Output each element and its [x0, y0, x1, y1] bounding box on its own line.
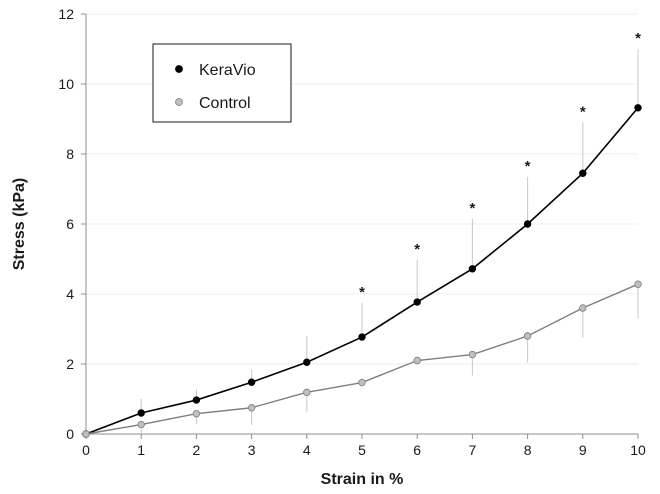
data-point-keravio-6 — [413, 298, 421, 306]
x-tick-label: 3 — [248, 442, 256, 458]
significance-mark-8: * — [525, 158, 531, 175]
y-tick-label: 4 — [66, 286, 74, 302]
x-tick-label: 6 — [413, 442, 421, 458]
legend: KeraVio Control — [152, 43, 292, 123]
y-tick-label: 12 — [58, 6, 74, 22]
legend-marker-control — [175, 98, 183, 106]
data-point-control-2 — [192, 410, 201, 418]
x-tick-label: 7 — [469, 442, 477, 458]
x-tick-labels: 0 1 2 3 4 5 6 7 8 9 10 — [82, 434, 646, 458]
significance-mark-7: * — [469, 200, 475, 217]
x-tick-label: 9 — [579, 442, 587, 458]
data-point-control-10 — [634, 280, 642, 288]
significance-mark-9: * — [580, 104, 586, 121]
y-tick-labels: 0 2 4 6 8 10 12 — [58, 6, 86, 442]
x-axis-title: Strain in % — [321, 471, 404, 488]
y-tick-label: 0 — [66, 426, 74, 442]
data-point-keravio-10 — [634, 104, 642, 112]
x-tick-label: 1 — [137, 442, 145, 458]
y-tick-label: 2 — [66, 356, 74, 372]
data-point-control-0 — [82, 430, 90, 438]
data-point-control-9 — [579, 304, 587, 312]
data-point-control-6 — [413, 356, 421, 365]
data-points — [82, 104, 642, 438]
legend-label-control: Control — [199, 95, 251, 112]
significance-marks: * * * * * * — [359, 30, 641, 301]
data-point-keravio-3 — [247, 378, 256, 386]
significance-mark-6: * — [414, 241, 420, 258]
x-tick-label: 10 — [630, 442, 646, 458]
data-point-keravio-4 — [303, 358, 311, 366]
legend-box — [152, 43, 292, 123]
significance-mark-10: * — [635, 30, 641, 47]
data-point-keravio-7 — [468, 265, 477, 273]
data-point-keravio-8 — [523, 220, 532, 228]
legend-marker-keravio — [175, 65, 183, 73]
data-point-control-5 — [358, 378, 366, 387]
data-point-keravio-9 — [579, 169, 587, 177]
data-point-control-1 — [137, 420, 145, 429]
legend-label-keravio: KeraVio — [199, 62, 256, 79]
y-tick-label: 8 — [66, 146, 74, 162]
y-tick-label: 6 — [66, 216, 74, 232]
x-tick-label: 5 — [358, 442, 366, 458]
y-tick-label: 10 — [58, 76, 74, 92]
data-point-control-7 — [468, 350, 477, 359]
data-point-keravio-1 — [137, 409, 145, 417]
x-tick-label: 8 — [524, 442, 532, 458]
data-point-control-8 — [523, 332, 532, 340]
data-point-control-3 — [247, 404, 256, 412]
y-axis-title: Stress (kPa) — [11, 178, 28, 271]
x-tick-label: 2 — [193, 442, 201, 458]
data-point-keravio-5 — [358, 333, 366, 341]
data-point-keravio-2 — [192, 396, 201, 404]
x-tick-label: 4 — [303, 442, 311, 458]
significance-mark-5: * — [359, 284, 365, 301]
data-point-control-4 — [303, 388, 311, 397]
x-tick-label: 0 — [82, 442, 90, 458]
